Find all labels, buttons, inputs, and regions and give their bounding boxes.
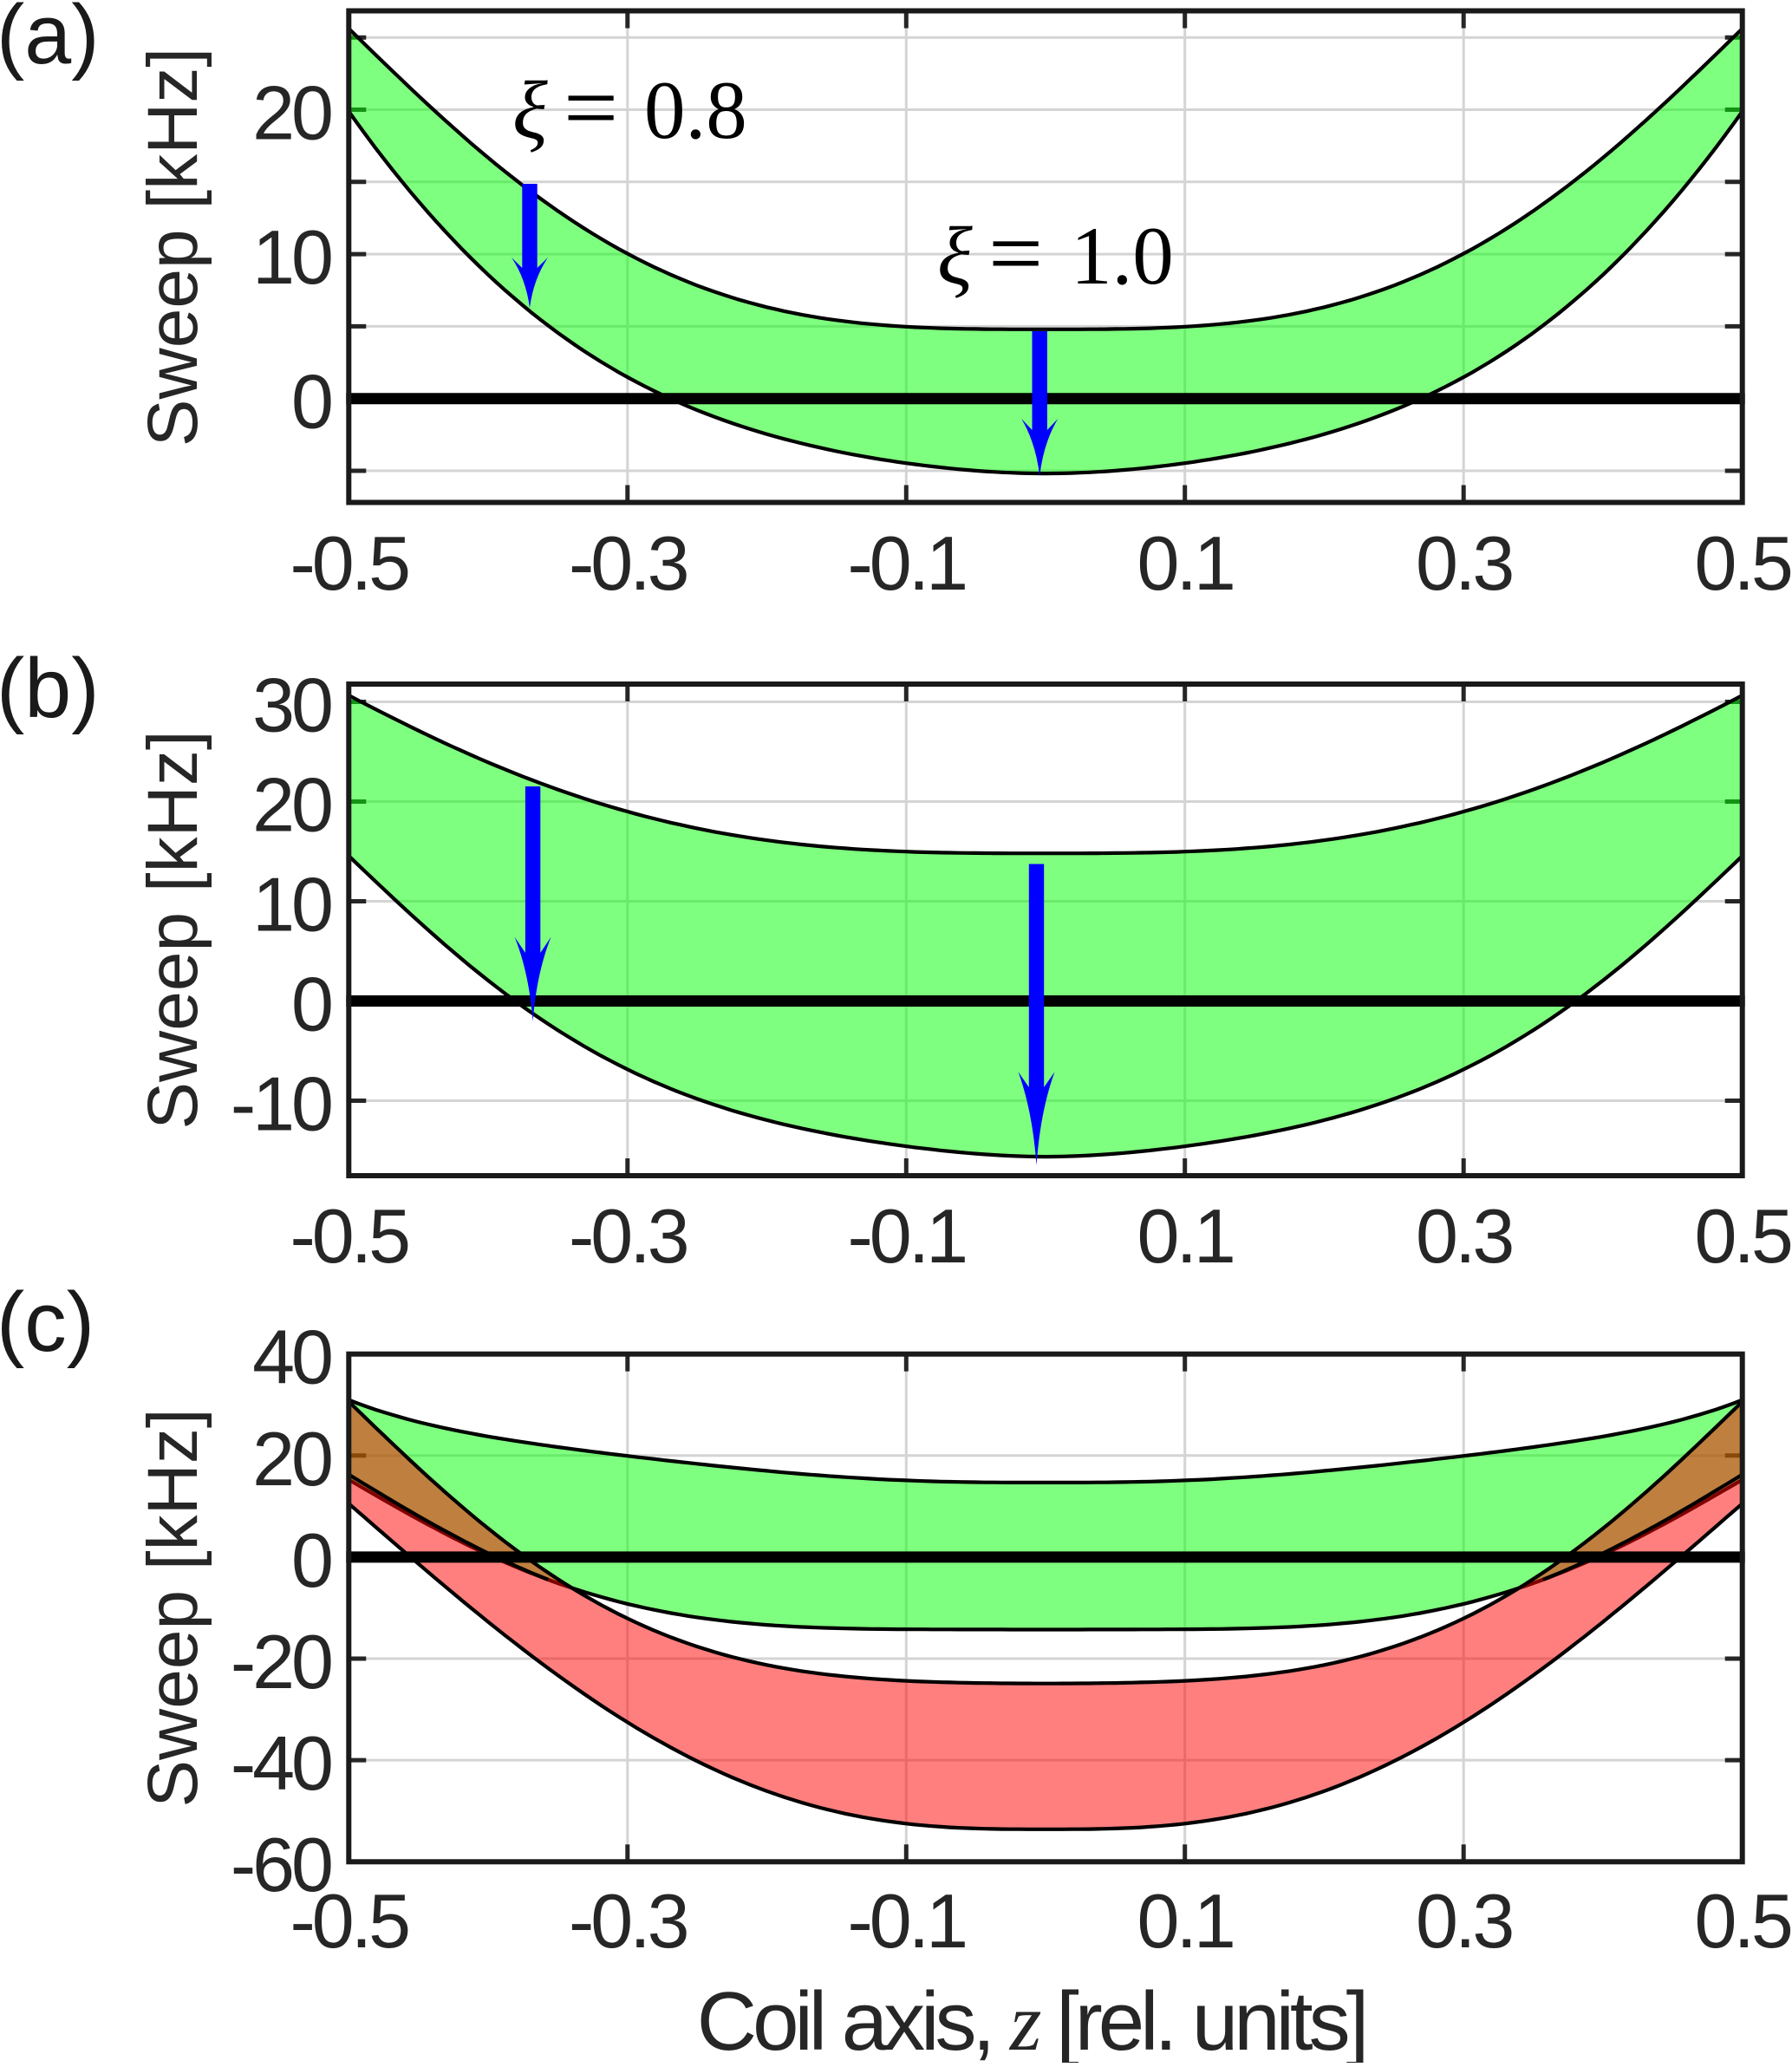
svg-text:(b): (b) (0, 641, 100, 735)
svg-text:Sweep [kHz]: Sweep [kHz] (134, 48, 212, 447)
svg-text:=: = (988, 200, 1043, 308)
svg-text:Sweep [kHz]: Sweep [kHz] (134, 1408, 212, 1807)
svg-text:=: = (564, 55, 618, 162)
svg-text:-20: -20 (231, 1619, 331, 1705)
svg-text:0.3: 0.3 (1416, 1878, 1512, 1964)
svg-text:0.8: 0.8 (644, 64, 747, 156)
svg-text:1.0: 1.0 (1071, 210, 1174, 302)
svg-text:0.1: 0.1 (1137, 1878, 1233, 1964)
svg-text:-60: -60 (231, 1822, 331, 1907)
svg-text:(c): (c) (0, 1275, 94, 1369)
svg-text:10: 10 (252, 862, 331, 948)
svg-text:20: 20 (252, 762, 331, 848)
svg-text:0.3: 0.3 (1416, 520, 1512, 606)
svg-text:0: 0 (291, 1517, 331, 1603)
svg-text:20: 20 (252, 70, 331, 156)
svg-text:0.3: 0.3 (1416, 1193, 1512, 1279)
svg-text:-0.5: -0.5 (290, 1878, 408, 1964)
svg-text:ξ: ξ (937, 210, 973, 302)
svg-text:-0.5: -0.5 (290, 1193, 408, 1279)
svg-text:0.5: 0.5 (1695, 1878, 1791, 1964)
svg-text:Coil axis, z [rel. units]: Coil axis, z [rel. units] (697, 1975, 1365, 2063)
svg-text:40: 40 (252, 1314, 331, 1400)
svg-text:10: 10 (252, 214, 331, 300)
svg-text:-0.1: -0.1 (847, 520, 965, 606)
svg-text:-0.3: -0.3 (569, 1193, 687, 1279)
svg-text:30: 30 (252, 662, 331, 748)
svg-text:(a): (a) (0, 0, 100, 82)
svg-text:-40: -40 (231, 1720, 331, 1806)
svg-text:-0.3: -0.3 (569, 520, 687, 606)
svg-text:-10: -10 (231, 1061, 331, 1147)
svg-text:20: 20 (252, 1416, 331, 1502)
svg-text:Sweep [kHz]: Sweep [kHz] (134, 730, 212, 1129)
svg-text:0.1: 0.1 (1137, 1193, 1233, 1279)
svg-text:0.5: 0.5 (1695, 1193, 1791, 1279)
svg-text:-0.3: -0.3 (569, 1878, 687, 1964)
svg-text:0: 0 (291, 962, 331, 1047)
svg-text:ξ: ξ (512, 64, 548, 156)
svg-text:0.5: 0.5 (1695, 520, 1791, 606)
svg-text:-0.1: -0.1 (847, 1878, 965, 1964)
svg-text:0: 0 (291, 359, 331, 445)
svg-text:-0.1: -0.1 (847, 1193, 965, 1279)
svg-text:0.1: 0.1 (1137, 520, 1233, 606)
svg-text:-0.5: -0.5 (290, 520, 408, 606)
